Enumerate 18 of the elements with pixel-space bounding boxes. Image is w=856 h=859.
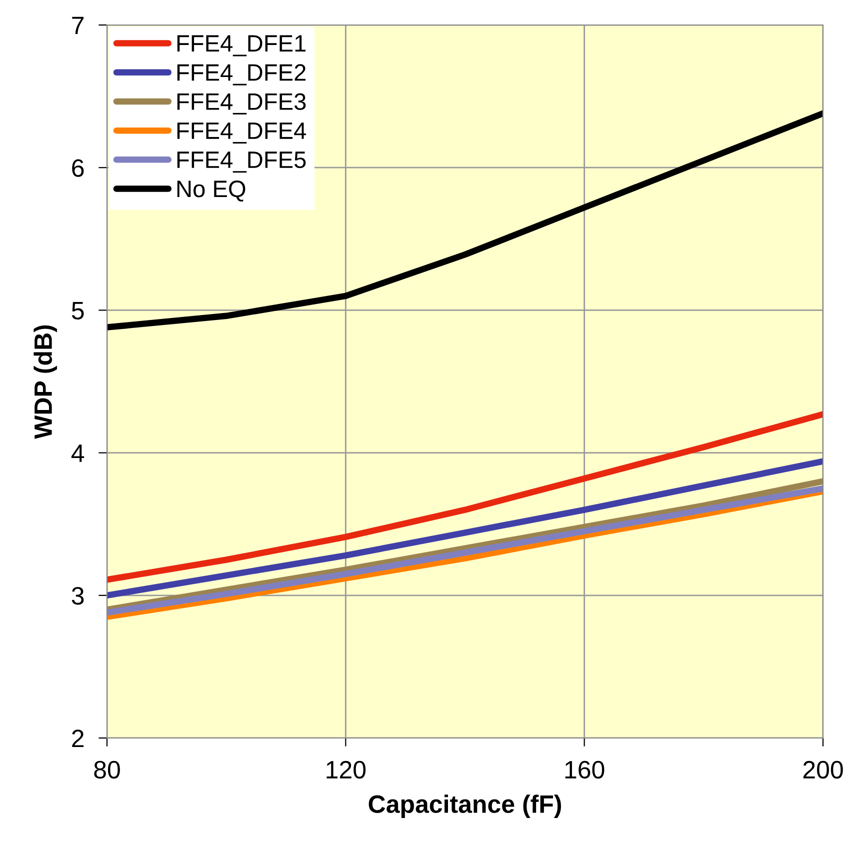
x-tick-label: 160 (565, 760, 604, 779)
y-tick-label: 3 (72, 587, 84, 605)
y-tick-label: 6 (72, 159, 84, 177)
y-axis-title: WDP (dB) (34, 325, 57, 439)
x-tick-label: 80 (94, 760, 120, 779)
legend-label: FFE4_DFE3 (177, 93, 306, 114)
x-tick-label: 200 (803, 760, 843, 779)
x-axis-title: Capacitance (fF) (368, 794, 562, 818)
y-tick-label: 5 (72, 302, 84, 320)
legend-label: FFE4_DFE4 (177, 122, 306, 144)
x-tick-label: 120 (326, 760, 366, 779)
legend-label: FFE4_DFE5 (177, 152, 306, 173)
legend-label: FFE4_DFE2 (177, 64, 306, 86)
y-tick-label: 2 (72, 730, 84, 748)
legend-label: No EQ (177, 180, 246, 202)
y-tick-label: 7 (72, 16, 84, 34)
legend-label: FFE4_DFE1 (177, 35, 306, 56)
y-tick-label: 4 (71, 444, 84, 462)
